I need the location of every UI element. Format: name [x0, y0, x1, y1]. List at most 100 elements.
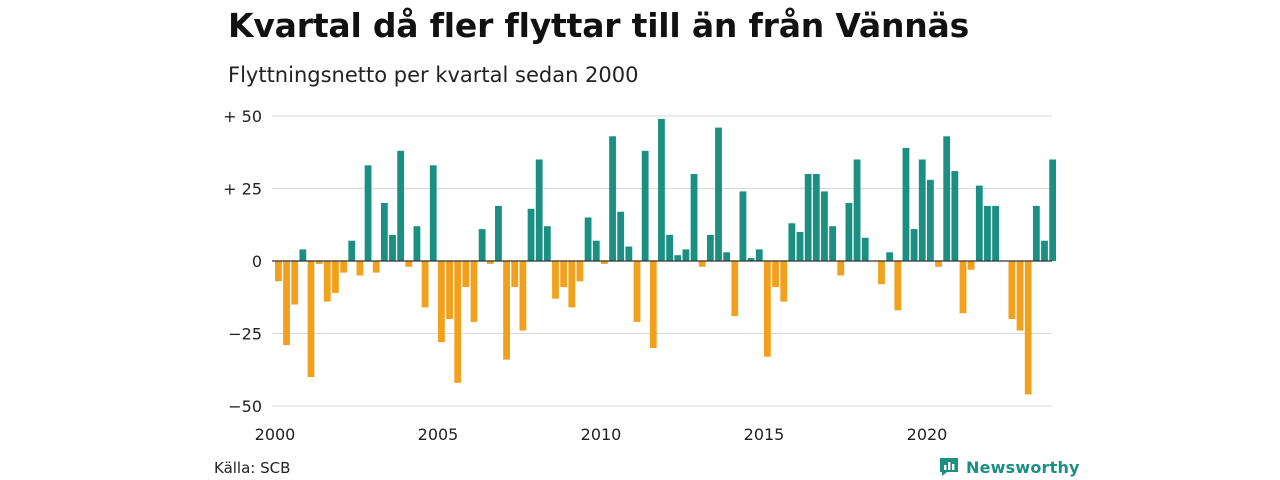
bar	[478, 229, 486, 261]
bar	[715, 127, 722, 261]
bar	[625, 246, 633, 261]
bar	[886, 252, 894, 261]
bar	[658, 118, 665, 262]
bar	[275, 261, 282, 282]
bar	[910, 229, 918, 261]
bar	[902, 147, 910, 261]
x-tick-label: 2010	[581, 425, 622, 444]
bar	[364, 165, 372, 261]
bar	[332, 261, 339, 293]
bar	[291, 261, 299, 305]
bar	[764, 261, 771, 357]
bar	[462, 261, 470, 288]
bar	[389, 234, 396, 261]
bar	[878, 261, 885, 285]
bar	[935, 261, 942, 267]
bar	[821, 191, 828, 261]
bar	[690, 174, 698, 261]
bar	[951, 171, 959, 261]
x-tick-label: 2000	[255, 425, 296, 444]
bar	[568, 261, 576, 308]
bar	[299, 249, 307, 261]
bar	[503, 261, 510, 360]
bar	[315, 261, 323, 264]
bar	[772, 261, 779, 288]
bar	[356, 261, 364, 276]
bar	[438, 261, 445, 343]
bar	[543, 226, 551, 261]
bar	[747, 258, 755, 261]
newsworthy-logo-icon	[940, 458, 958, 476]
bar	[323, 261, 331, 302]
bars	[275, 118, 1057, 395]
bar	[1008, 261, 1016, 319]
bar	[1024, 261, 1032, 395]
bar	[446, 261, 453, 319]
bar	[780, 261, 788, 302]
x-tick-label: 2020	[907, 425, 948, 444]
bar	[584, 217, 592, 261]
chart-title: Kvartal då fler flyttar till än från Vän…	[228, 6, 970, 45]
bar	[397, 150, 405, 261]
x-axis-ticks: 2000 2005 2010 2015 2020	[255, 425, 948, 444]
bar	[853, 159, 861, 261]
bar	[527, 208, 535, 261]
bar	[845, 203, 853, 261]
bar	[495, 205, 502, 261]
y-tick-label: 0	[252, 252, 262, 271]
bar	[674, 255, 682, 261]
bar	[666, 234, 673, 261]
bar	[943, 136, 951, 261]
newsworthy-logo: Newsworthy	[938, 456, 1080, 478]
newsworthy-logo-text: Newsworthy	[966, 457, 1080, 477]
bar	[609, 136, 616, 261]
source-note: Källa: SCB	[214, 459, 291, 477]
bar	[812, 174, 820, 261]
bar	[755, 249, 763, 261]
bar	[576, 261, 584, 282]
bar	[927, 179, 934, 261]
y-tick-label: −50	[228, 397, 262, 416]
bar	[601, 261, 608, 264]
bar	[649, 261, 657, 348]
bar	[829, 226, 836, 261]
bar	[894, 261, 902, 311]
bar	[617, 211, 625, 261]
y-tick-label: + 25	[223, 180, 262, 199]
bar	[486, 261, 494, 264]
bar	[340, 261, 347, 273]
bar	[723, 252, 731, 261]
bar	[796, 232, 804, 261]
bar	[975, 185, 983, 261]
bar	[918, 159, 926, 261]
bar	[372, 261, 380, 273]
bar	[413, 226, 421, 261]
bar	[519, 261, 527, 331]
bar	[682, 249, 690, 261]
bar	[1032, 205, 1040, 261]
bar	[560, 261, 568, 288]
bar	[804, 174, 812, 261]
bar	[739, 191, 747, 261]
bar	[992, 205, 999, 261]
bar	[837, 261, 845, 276]
chart-subtitle: Flyttningsnetto per kvartal sedan 2000	[228, 63, 639, 87]
y-axis-ticks: + 50 + 25 0 −25 −50	[223, 107, 262, 416]
bar	[731, 261, 739, 317]
bar	[967, 261, 975, 270]
bar	[454, 261, 462, 383]
bar	[421, 261, 429, 308]
y-tick-label: −25	[228, 325, 262, 344]
bar	[380, 203, 388, 261]
bar	[984, 205, 991, 261]
x-tick-label: 2015	[744, 425, 785, 444]
bar	[959, 261, 967, 314]
bar	[283, 261, 290, 346]
bar	[1041, 240, 1048, 261]
y-tick-label: + 50	[223, 107, 262, 126]
bar	[429, 165, 437, 261]
bar	[348, 240, 356, 261]
bar	[1049, 159, 1057, 261]
bar	[511, 261, 519, 288]
